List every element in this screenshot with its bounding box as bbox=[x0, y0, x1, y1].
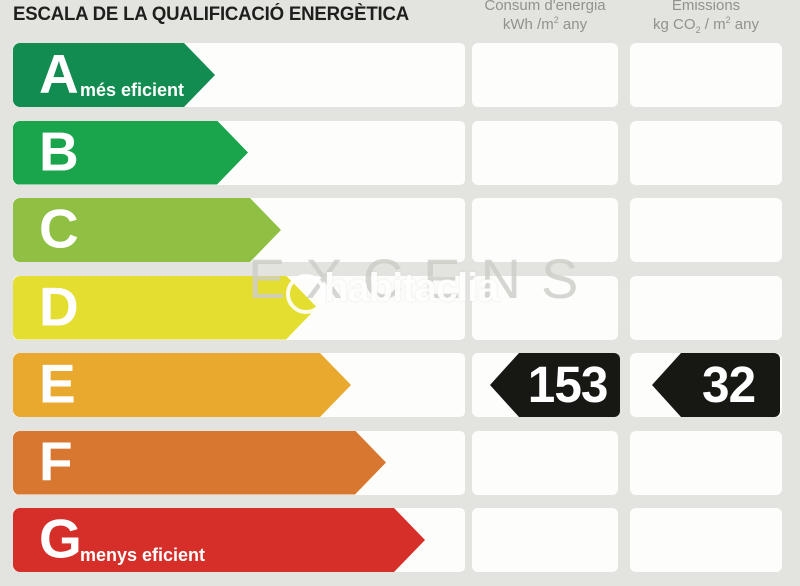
rating-scale-arrow: E bbox=[13, 353, 351, 417]
rating-row: A més eficient bbox=[0, 43, 800, 107]
rating-efficiency-label: més eficient bbox=[80, 80, 185, 100]
rating-letter: F bbox=[39, 429, 73, 492]
rating-scale-arrow: D bbox=[13, 276, 317, 340]
emissions-cell bbox=[630, 43, 782, 107]
consumption-value: 153 bbox=[527, 356, 609, 413]
rating-row: C bbox=[0, 198, 800, 262]
rating-row: B bbox=[0, 120, 800, 185]
emissions-cell bbox=[630, 120, 782, 185]
consumption-cell bbox=[472, 120, 618, 185]
consumption-cell bbox=[472, 198, 618, 262]
rating-row: G menys eficient bbox=[0, 508, 800, 572]
rating-letter: E bbox=[39, 352, 76, 415]
rating-row: D bbox=[0, 275, 800, 340]
rating-letter: A bbox=[39, 42, 79, 105]
rating-scale-arrow: B bbox=[13, 121, 248, 185]
rating-scale-arrow: C bbox=[13, 198, 281, 262]
consumption-cell bbox=[472, 508, 618, 572]
rating-scale-arrow: F bbox=[13, 431, 386, 495]
emissions-cell bbox=[630, 430, 782, 495]
consumption-cell bbox=[472, 275, 618, 340]
column-header-consumption: Consum d'energia kWh /m2 any bbox=[472, 0, 618, 34]
rating-efficiency-label: menys eficient bbox=[80, 545, 206, 565]
consumption-header-unit: kWh /m2 any bbox=[502, 15, 588, 34]
emissions-header-unit: kg CO2 / m2 any bbox=[653, 15, 759, 35]
consumption-cell bbox=[472, 430, 618, 495]
rating-scale-arrow: G menys eficient bbox=[13, 508, 425, 572]
consumption-cell bbox=[472, 43, 618, 107]
column-header-emissions: Emissions kg CO2 / m2 any bbox=[630, 0, 782, 35]
emissions-cell bbox=[630, 198, 782, 262]
rating-scale-arrow: A més eficient bbox=[13, 43, 215, 107]
emissions-cell bbox=[630, 275, 782, 340]
emissions-cell bbox=[630, 508, 782, 572]
page-title: ESCALA DE LA QUALIFICACIÓ ENERGÈTICA bbox=[13, 4, 410, 25]
emissions-header-label: Emissions bbox=[671, 0, 741, 14]
emissions-value-arrow: 32 bbox=[652, 353, 780, 417]
rating-row: F bbox=[0, 430, 800, 495]
consumption-header-label: Consum d'energia bbox=[484, 0, 606, 14]
rating-letter: D bbox=[39, 274, 79, 337]
emissions-value: 32 bbox=[702, 356, 756, 413]
rating-letter: B bbox=[39, 119, 79, 182]
rating-letter: G bbox=[39, 507, 82, 570]
consumption-value-arrow: 153 bbox=[490, 353, 620, 417]
rating-letter: C bbox=[39, 197, 79, 260]
